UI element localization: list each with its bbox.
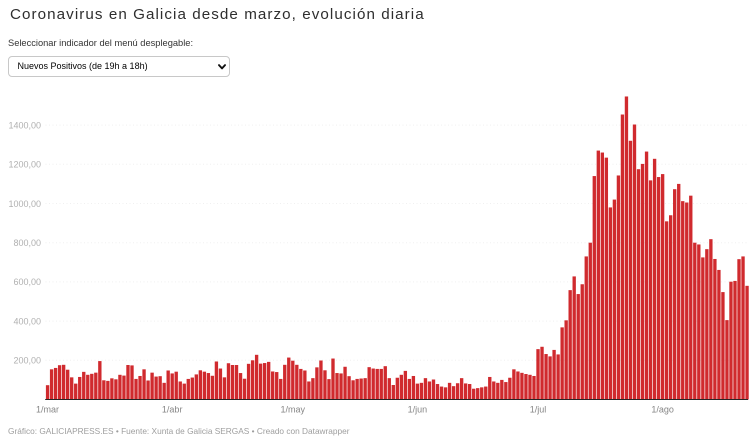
svg-text:600,00: 600,00 <box>13 277 41 287</box>
svg-text:1/ago: 1/ago <box>651 405 674 415</box>
svg-text:1000,00: 1000,00 <box>8 199 41 209</box>
svg-text:1/may: 1/may <box>281 405 306 415</box>
svg-text:1200,00: 1200,00 <box>8 160 41 170</box>
svg-text:1400,00: 1400,00 <box>8 120 41 130</box>
svg-text:1/mar: 1/mar <box>36 405 59 415</box>
svg-text:Gráfico: GALICIAPRESS.ES • Fue: Gráfico: GALICIAPRESS.ES • Fuente: Xunta… <box>8 426 350 436</box>
svg-text:400,00: 400,00 <box>13 316 41 326</box>
svg-text:200,00: 200,00 <box>13 356 41 366</box>
svg-text:1/jul: 1/jul <box>530 405 547 415</box>
svg-text:1/jun: 1/jun <box>408 405 428 415</box>
svg-text:800,00: 800,00 <box>13 238 41 248</box>
svg-text:1/abr: 1/abr <box>162 405 183 415</box>
